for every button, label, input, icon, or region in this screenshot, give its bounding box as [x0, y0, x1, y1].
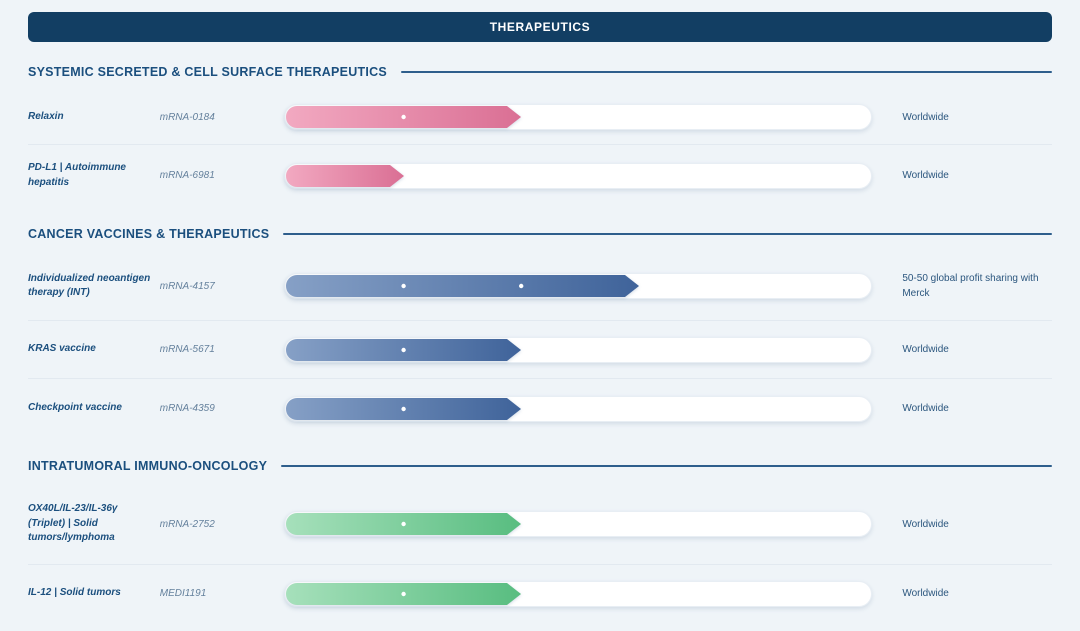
section-header: SYSTEMIC SECRETED & CELL SURFACE THERAPE…: [28, 64, 1052, 80]
section-rule-line: [281, 465, 1052, 467]
section-header: INTRATUMORAL IMMUNO-ONCOLOGY: [28, 458, 1052, 474]
program-id: mRNA-2752: [159, 518, 215, 530]
section-rule-line: [400, 71, 1052, 73]
section-title: SYSTEMIC SECRETED & CELL SURFACE THERAPE…: [28, 65, 387, 79]
progress-track: [283, 395, 873, 422]
rights-label: Worldwide: [902, 588, 949, 599]
progress-bar-cell: [283, 273, 873, 299]
pipeline-row: OX40L/IL-23/IL-36γ (Triplet) | Solid tum…: [28, 484, 1052, 564]
program-id: MEDI1191: [159, 588, 207, 599]
progress-bar-cell: [283, 395, 873, 422]
progress-track: [283, 104, 873, 130]
rights-label: Worldwide: [902, 111, 949, 123]
pipeline-row: Individualized neoantigen therapy (INT) m…: [28, 252, 1052, 320]
program-id: mRNA-5671: [159, 344, 215, 355]
progress-track: [283, 580, 873, 607]
section-rule-line: [283, 233, 1052, 235]
section-systemic-secreted: SYSTEMIC SECRETED & CELL SURFACE THERAPE…: [28, 64, 1052, 206]
progress-fill-arrow: [285, 106, 521, 128]
section-title: CANCER VACCINES & THERAPEUTICS: [28, 227, 270, 241]
page-title: THERAPEUTICS: [489, 20, 591, 34]
pipeline-row: KRAS vaccine mRNA-5671 Worldwide: [28, 320, 1052, 378]
progress-fill-arrow: [285, 582, 521, 605]
program-name: Checkpoint vaccine: [28, 402, 122, 414]
pipeline-row: Relaxin mRNA-0184 Worldwide: [28, 90, 1052, 144]
program-id: mRNA-4157: [159, 280, 215, 292]
rights-label: Worldwide: [902, 344, 949, 355]
pipeline-row: PD-L1 | Autoimmune hepatitis mRNA-6981 Wor…: [28, 144, 1052, 206]
rights-label: Worldwide: [902, 518, 949, 530]
progress-fill-arrow: [285, 275, 639, 297]
progress-bar-cell: [283, 511, 873, 537]
program-id: mRNA-4359: [159, 403, 215, 414]
progress-fill-arrow: [285, 338, 521, 361]
therapeutics-header-bar: THERAPEUTICS: [28, 12, 1052, 42]
progress-track: [283, 336, 873, 363]
section-title: INTRATUMORAL IMMUNO-ONCOLOGY: [28, 459, 268, 473]
progress-fill-arrow: [285, 397, 521, 420]
phase-dot: [518, 283, 523, 289]
program-id: mRNA-0184: [159, 111, 215, 123]
section-rows: Relaxin mRNA-0184 Worldwide PD-L1 | Autoimm…: [28, 90, 1052, 206]
section-rows: OX40L/IL-23/IL-36γ (Triplet) | Solid tum…: [28, 484, 1052, 622]
progress-bar-cell: [283, 336, 873, 363]
program-name: Relaxin: [28, 110, 64, 122]
phase-dot: [400, 406, 406, 411]
rights-label: Worldwide: [902, 403, 949, 414]
phase-dot: [400, 521, 406, 527]
pipeline-row: IL-12 | Solid tumors MEDI1191 Worldwide: [28, 564, 1052, 622]
program-name: PD-L1 | Autoimmune hepatitis: [28, 162, 126, 188]
section-intratumoral: INTRATUMORAL IMMUNO-ONCOLOGY OX40L/IL-23…: [28, 458, 1052, 622]
section-cancer-vaccines: CANCER VACCINES & THERAPEUTICS Individua…: [28, 226, 1052, 438]
progress-fill-arrow: [285, 164, 404, 187]
progress-bar-cell: [283, 162, 873, 189]
phase-dot: [400, 347, 406, 352]
progress-track: [283, 273, 873, 299]
section-header: CANCER VACCINES & THERAPEUTICS: [28, 226, 1052, 242]
progress-fill-arrow: [285, 513, 521, 535]
rights-label: Worldwide: [902, 170, 949, 181]
program-name: OX40L/IL-23/IL-36γ (Triplet) | Solid tum…: [28, 503, 118, 544]
progress-bar-cell: [283, 580, 873, 607]
phase-dot: [400, 283, 406, 289]
program-name: KRAS vaccine: [28, 343, 96, 355]
rights-label: 50-50 global profit sharing with Merck: [902, 273, 1039, 299]
section-rows: Individualized neoantigen therapy (INT) m…: [28, 252, 1052, 438]
phase-dot: [400, 591, 406, 596]
phase-dot: [400, 114, 406, 120]
progress-track: [283, 162, 873, 189]
program-id: mRNA-6981: [159, 170, 215, 181]
progress-track: [283, 511, 873, 537]
pipeline-row: Checkpoint vaccine mRNA-4359 Worldwide: [28, 378, 1052, 438]
program-name: Individualized neoantigen therapy (INT): [28, 272, 151, 299]
progress-bar-cell: [283, 104, 873, 130]
program-name: IL-12 | Solid tumors: [28, 587, 121, 599]
